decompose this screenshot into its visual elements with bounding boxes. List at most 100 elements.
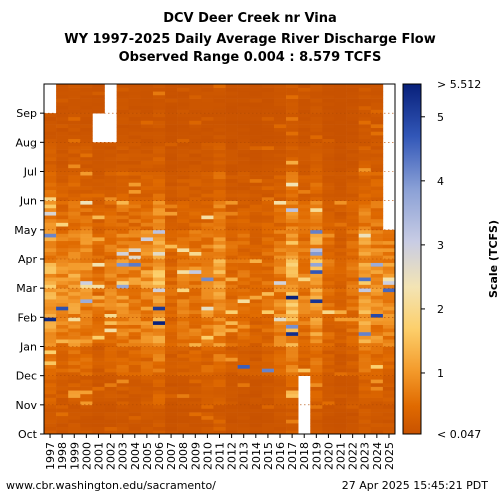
- heatmap-cell: [92, 386, 105, 391]
- heatmap-cell: [152, 331, 166, 336]
- heatmap-cell: [370, 266, 384, 271]
- heatmap-cell: [322, 295, 335, 300]
- heatmap-cell: [116, 91, 130, 96]
- heatmap-cell: [128, 328, 142, 333]
- heatmap-cell: [177, 178, 190, 183]
- heatmap-cell: [104, 277, 117, 282]
- heatmap-cell: [237, 288, 251, 293]
- heatmap-cell: [273, 361, 287, 366]
- heatmap-cell: [310, 350, 323, 355]
- heatmap-cell: [152, 361, 166, 366]
- heatmap-cell: [334, 207, 347, 212]
- heatmap-cell: [334, 182, 347, 187]
- heatmap-cell: [286, 350, 299, 355]
- heatmap-cell: [261, 375, 275, 380]
- heatmap-cell: [249, 357, 263, 362]
- heatmap-cell: [104, 142, 117, 147]
- heatmap-cell: [346, 226, 359, 231]
- heatmap-cell: [56, 401, 69, 406]
- heatmap-cell: [116, 102, 130, 107]
- heatmap-cell: [286, 280, 299, 285]
- heatmap-cell: [92, 379, 105, 384]
- heatmap-cell: [237, 317, 251, 322]
- heatmap-cell: [286, 94, 299, 99]
- heatmap-cell: [213, 372, 226, 376]
- heatmap-cell: [273, 189, 287, 194]
- heatmap-cell: [56, 145, 69, 150]
- heatmap-cell: [177, 237, 190, 242]
- heatmap-cell: [358, 353, 372, 358]
- heatmap-cell: [370, 324, 384, 329]
- heatmap-cell: [44, 186, 57, 191]
- heatmap-cell: [56, 364, 69, 369]
- heatmap-cell: [249, 310, 263, 314]
- heatmap-cell: [92, 306, 105, 311]
- heatmap-cell: [177, 94, 190, 99]
- heatmap-cell: [68, 320, 81, 325]
- x-tick-label: 2008: [177, 442, 190, 470]
- heatmap-cell: [68, 145, 81, 150]
- heatmap-cell: [298, 182, 311, 187]
- heatmap-cell: [358, 364, 372, 369]
- heatmap-cell: [225, 124, 238, 129]
- heatmap-cell: [225, 109, 238, 114]
- heatmap-cell: [116, 357, 130, 362]
- heatmap-cell: [310, 215, 323, 220]
- x-tick-label: 2009: [189, 442, 202, 470]
- heatmap-cell: [68, 280, 81, 285]
- heatmap-cell: [44, 364, 57, 369]
- heatmap-cell: [225, 145, 238, 150]
- heatmap-cell: [152, 291, 166, 296]
- heatmap-cell: [370, 273, 384, 278]
- heatmap-cell: [128, 269, 142, 274]
- heatmap-cell: [298, 244, 311, 249]
- heatmap-cell: [358, 248, 372, 253]
- heatmap-cell: [116, 178, 130, 183]
- heatmap-cell: [56, 310, 69, 314]
- heatmap-cell: [201, 401, 214, 406]
- heatmap-cell: [249, 306, 263, 311]
- heatmap-cell: [68, 419, 81, 424]
- heatmap-cell: [165, 419, 178, 424]
- heatmap-cell: [92, 310, 105, 314]
- heatmap-cell: [177, 197, 190, 201]
- heatmap-cell: [382, 295, 396, 300]
- heatmap-cell: [261, 87, 275, 92]
- heatmap-cell: [358, 379, 372, 384]
- heatmap-cell: [165, 328, 178, 333]
- heatmap-cell: [237, 98, 251, 103]
- heatmap-cell: [358, 113, 372, 118]
- heatmap-cell: [273, 299, 287, 304]
- heatmap-cell: [201, 215, 214, 220]
- heatmap-cell: [80, 204, 93, 209]
- heatmap-cell: [310, 357, 323, 362]
- heatmap-cell: [68, 84, 81, 88]
- heatmap-cell: [334, 244, 347, 249]
- heatmap-cell: [56, 237, 69, 242]
- heatmap-cell: [346, 335, 359, 340]
- heatmap-cell: [273, 248, 287, 253]
- heatmap-cell: [322, 317, 335, 322]
- heatmap-cell: [177, 164, 190, 169]
- heatmap-cell: [80, 324, 93, 329]
- source-url[interactable]: www.cbr.washington.edu/sacramento/: [6, 479, 216, 492]
- heatmap-cell: [261, 302, 275, 307]
- heatmap-cell: [237, 135, 251, 139]
- heatmap-cell: [249, 342, 263, 347]
- heatmap-cell: [334, 317, 347, 322]
- heatmap-cell: [273, 218, 287, 223]
- heatmap-cell: [128, 218, 142, 223]
- heatmap-cell: [237, 426, 251, 431]
- heatmap-cell: [310, 135, 323, 139]
- heatmap-cell: [189, 364, 202, 369]
- heatmap-cell: [346, 124, 359, 129]
- heatmap-cell: [237, 269, 251, 274]
- heatmap-cell: [189, 94, 202, 99]
- heatmap-cell: [237, 262, 251, 267]
- heatmap-cell: [286, 244, 299, 249]
- heatmap-cell: [249, 284, 263, 289]
- heatmap-cell: [80, 357, 93, 362]
- heatmap-cell: [92, 149, 105, 154]
- heatmap-cell: [370, 320, 384, 325]
- heatmap-cell: [358, 269, 372, 274]
